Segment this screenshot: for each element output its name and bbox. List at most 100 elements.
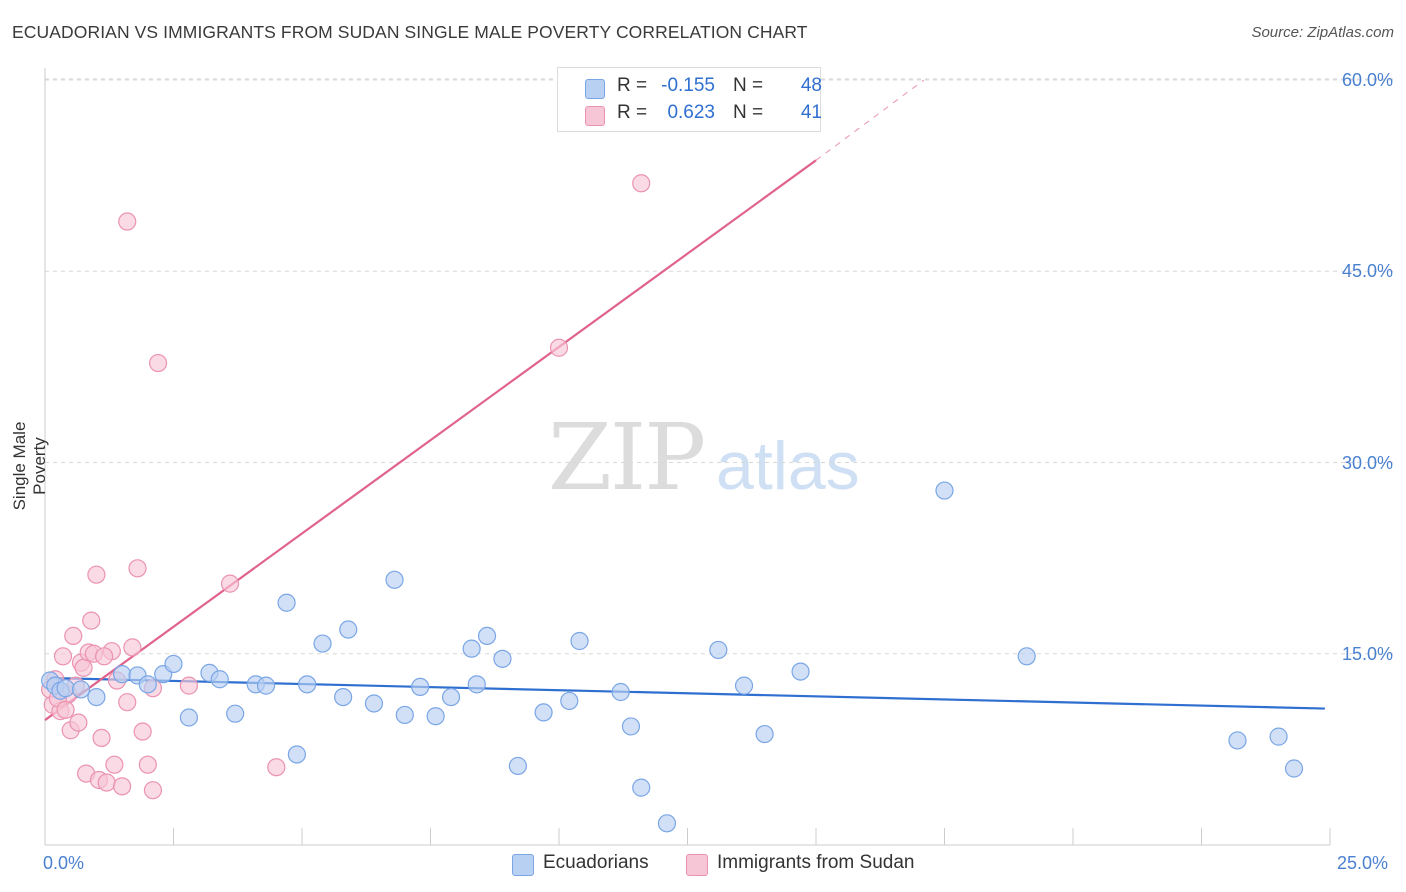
sudan-point[interactable]	[118, 693, 137, 712]
sudan-point[interactable]	[133, 722, 152, 741]
ecuadorian-point[interactable]	[508, 756, 527, 776]
sudan-point[interactable]	[143, 781, 163, 800]
sudan-point[interactable]	[74, 658, 93, 677]
ecuadorian-trend-line	[50, 676, 1325, 710]
correlation-stats-box: R = -0.155 N = 48 R = 0.623 N = 41	[557, 67, 822, 132]
trend-lines	[44, 79, 1325, 721]
ecuadorian-point[interactable]	[226, 704, 245, 723]
ecuadorian-point[interactable]	[791, 662, 810, 681]
ecuadorian-point[interactable]	[534, 703, 553, 722]
sudan-point[interactable]	[632, 174, 651, 193]
watermark-atlas: atlas	[716, 428, 860, 504]
ecuadorian-point[interactable]	[256, 676, 276, 695]
pink-swatch-icon	[585, 106, 605, 126]
sudan-point[interactable]	[123, 638, 142, 657]
sudan-trend-line	[815, 79, 925, 161]
ecuadorian-point[interactable]	[164, 654, 183, 674]
ecuadorian-point[interactable]	[426, 707, 445, 726]
sudan-point[interactable]	[92, 728, 111, 748]
sudan-point[interactable]	[220, 574, 240, 593]
ecuadorian-point[interactable]	[441, 687, 461, 707]
ecuadorian-point[interactable]	[395, 705, 414, 725]
ecuadorian-point[interactable]	[385, 570, 404, 589]
ecuadorian-point[interactable]	[112, 665, 132, 684]
sudan-point[interactable]	[97, 773, 116, 792]
sudan-point[interactable]	[64, 626, 83, 646]
r-value: -0.155	[661, 75, 715, 96]
ecuadorian-point[interactable]	[56, 679, 75, 698]
ecuadorian-point[interactable]	[1269, 727, 1288, 746]
ecuadorian-point[interactable]	[87, 687, 106, 707]
sudan-point[interactable]	[118, 212, 137, 231]
x-tick-label: 0.0%	[43, 853, 85, 873]
y-tick-label: 60.0%	[1341, 70, 1393, 90]
n-label: N =	[733, 102, 764, 123]
sudan-point[interactable]	[128, 559, 147, 578]
n-value: 41	[800, 102, 822, 123]
ecuadorian-point[interactable]	[709, 640, 728, 660]
blue-swatch-icon	[512, 854, 534, 876]
sudan-point[interactable]	[105, 755, 124, 774]
ecuadorian-point[interactable]	[734, 676, 754, 695]
ecuadorian-point[interactable]	[364, 694, 384, 713]
ecuadorian-point[interactable]	[632, 778, 651, 797]
axes	[44, 68, 1331, 846]
y-tick-label: 45.0%	[1341, 261, 1393, 282]
ecuadorian-point[interactable]	[621, 717, 641, 736]
ecuadorian-point[interactable]	[570, 631, 589, 651]
ecuadorian-point[interactable]	[179, 708, 199, 727]
sudan-point[interactable]	[82, 611, 101, 630]
ecuadorian-point[interactable]	[1017, 647, 1036, 666]
ecuadorian-point[interactable]	[462, 639, 481, 658]
sudan-point[interactable]	[267, 758, 286, 777]
ecuadorian-point[interactable]	[287, 745, 306, 764]
n-label: N =	[733, 75, 764, 96]
ecuadorian-point[interactable]	[493, 649, 512, 668]
ecuadorian-point[interactable]	[657, 814, 677, 833]
gridlines	[45, 78, 1395, 655]
ecuadorian-point[interactable]	[1284, 759, 1304, 778]
ecuadorian-point[interactable]	[339, 620, 358, 639]
ecuadorian-point[interactable]	[210, 670, 229, 689]
sudan-point[interactable]	[87, 565, 106, 584]
sudan-trend-line	[44, 159, 817, 721]
ecuadorian-point[interactable]	[560, 691, 579, 711]
sudan-point[interactable]	[112, 777, 132, 796]
y-axis-label: Single Male Poverty	[10, 421, 49, 511]
sudan-point[interactable]	[95, 647, 114, 666]
data-points	[41, 174, 1304, 833]
ecuadorian-point[interactable]	[334, 687, 353, 707]
ecuadorian-point[interactable]	[467, 675, 486, 694]
pink-swatch-icon	[686, 854, 708, 876]
sudan-point[interactable]	[53, 647, 73, 666]
ecuadorian-point[interactable]	[477, 626, 497, 646]
ecuadorian-point[interactable]	[313, 634, 332, 653]
r-label: R =	[617, 102, 648, 123]
chart-source: Source: ZipAtlas.com	[1251, 24, 1394, 41]
ecuadorian-point[interactable]	[1228, 731, 1247, 750]
ecuadorian-point[interactable]	[611, 682, 630, 702]
ecuadorian-point[interactable]	[935, 481, 954, 500]
ecuadorian-point[interactable]	[755, 724, 774, 744]
ecuadorian-point[interactable]	[71, 680, 91, 699]
ecuadorian-point[interactable]	[138, 675, 157, 694]
blue-swatch-icon	[585, 79, 605, 99]
sudan-point[interactable]	[549, 338, 569, 357]
legend-label: Ecuadorians	[543, 852, 649, 873]
legend-label: Immigrants from Sudan	[717, 852, 915, 873]
legend: Ecuadorians Immigrants from Sudan	[0, 851, 1406, 877]
sudan-point[interactable]	[69, 713, 88, 732]
sudan-point[interactable]	[148, 353, 168, 373]
sudan-point[interactable]	[138, 755, 157, 774]
ecuadorian-point[interactable]	[298, 675, 317, 694]
sudan-point[interactable]	[179, 676, 199, 695]
chart-title: ECUADORIAN VS IMMIGRANTS FROM SUDAN SING…	[12, 22, 808, 42]
sudan-point[interactable]	[56, 700, 75, 719]
watermark-zip: ZIP	[548, 404, 704, 511]
ecuadorian-point[interactable]	[277, 593, 296, 612]
y-tick-label: 30.0%	[1341, 452, 1393, 473]
r-label: R =	[617, 75, 648, 96]
ecuadorian-point[interactable]	[411, 677, 430, 697]
x-tick-label: 25.0%	[1337, 853, 1389, 873]
